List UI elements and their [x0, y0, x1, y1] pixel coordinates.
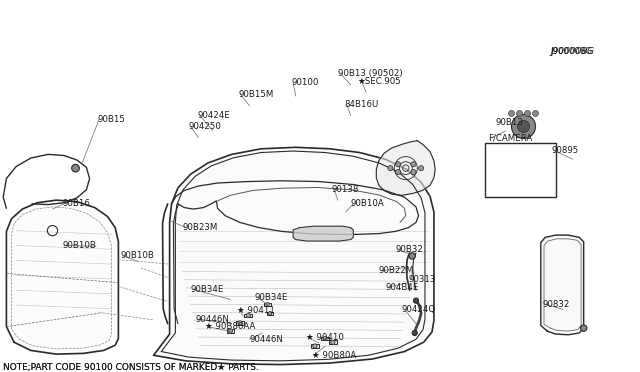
- Circle shape: [331, 340, 335, 344]
- Text: 90B16: 90B16: [62, 199, 90, 208]
- Circle shape: [411, 162, 416, 167]
- Circle shape: [509, 110, 515, 116]
- Circle shape: [396, 170, 401, 174]
- Circle shape: [72, 164, 79, 172]
- Text: 904B4E: 904B4E: [385, 283, 419, 292]
- Text: 90424Q: 90424Q: [402, 305, 436, 314]
- Circle shape: [246, 313, 250, 318]
- Circle shape: [516, 110, 522, 116]
- Text: J900008G: J900008G: [550, 47, 595, 56]
- Text: NOTE;PART CODE 90100 CONSISTS OF MARKED★ PARTS.: NOTE;PART CODE 90100 CONSISTS OF MARKED★…: [3, 363, 259, 372]
- Bar: [267, 312, 273, 315]
- Text: 90B22M: 90B22M: [379, 266, 414, 275]
- Circle shape: [313, 344, 317, 348]
- Circle shape: [580, 325, 587, 331]
- Text: 90B34E: 90B34E: [255, 293, 288, 302]
- Text: 90313: 90313: [408, 275, 436, 284]
- Bar: [485, 143, 556, 197]
- Text: 90138: 90138: [332, 185, 359, 194]
- Text: F/CAMERA: F/CAMERA: [488, 133, 532, 142]
- Circle shape: [323, 336, 327, 341]
- Bar: [264, 303, 271, 306]
- Polygon shape: [6, 200, 118, 354]
- Text: 90424E: 90424E: [197, 111, 230, 120]
- Text: 90B15M: 90B15M: [238, 90, 273, 99]
- Text: ★ 90B80AA: ★ 90B80AA: [205, 322, 255, 331]
- Text: 90B34E: 90B34E: [190, 285, 223, 294]
- Circle shape: [525, 110, 531, 116]
- Text: 84B16U: 84B16U: [344, 100, 379, 109]
- Text: 904250: 904250: [189, 122, 221, 131]
- Bar: [321, 337, 329, 340]
- Circle shape: [413, 298, 419, 303]
- Circle shape: [419, 166, 424, 171]
- Text: 90446N: 90446N: [195, 315, 229, 324]
- Text: NOTE;PART CODE 90100 CONSISTS OF MARKED★ PARTS.: NOTE;PART CODE 90100 CONSISTS OF MARKED★…: [3, 363, 259, 372]
- Text: 90446N: 90446N: [250, 335, 284, 344]
- Text: 90832: 90832: [543, 300, 570, 309]
- Bar: [329, 340, 337, 344]
- Text: 90B10B: 90B10B: [121, 251, 155, 260]
- Text: ​★ 90B80A: ​★ 90B80A: [312, 351, 356, 360]
- Circle shape: [409, 253, 415, 259]
- Polygon shape: [376, 141, 435, 195]
- Text: 90B23M: 90B23M: [182, 223, 218, 232]
- Circle shape: [412, 330, 417, 336]
- Polygon shape: [541, 235, 584, 335]
- Text: 90B10B: 90B10B: [62, 241, 96, 250]
- Text: 90B15: 90B15: [97, 115, 125, 124]
- Polygon shape: [293, 226, 353, 241]
- Bar: [244, 314, 252, 317]
- Circle shape: [228, 329, 232, 333]
- Circle shape: [411, 170, 416, 174]
- Text: 90B10A: 90B10A: [351, 199, 385, 208]
- Text: ★SEC.905: ★SEC.905: [357, 77, 401, 86]
- Text: ★ 90410: ★ 90410: [306, 333, 344, 342]
- Text: J900008G: J900008G: [550, 47, 593, 56]
- Circle shape: [511, 115, 536, 138]
- Circle shape: [238, 321, 242, 325]
- Circle shape: [396, 162, 401, 167]
- Text: 90B13 (90502): 90B13 (90502): [338, 69, 403, 78]
- Text: 90B13: 90B13: [496, 118, 524, 126]
- Polygon shape: [154, 147, 434, 365]
- Bar: [236, 321, 244, 325]
- Circle shape: [388, 166, 393, 171]
- Circle shape: [532, 110, 538, 116]
- Text: ★ 90411: ★ 90411: [237, 306, 275, 315]
- Text: 90895: 90895: [552, 146, 579, 155]
- Text: 90100: 90100: [291, 78, 319, 87]
- Text: 90B32: 90B32: [396, 246, 424, 254]
- Bar: [227, 329, 234, 333]
- Circle shape: [268, 311, 272, 315]
- Bar: [311, 344, 319, 348]
- Circle shape: [518, 121, 529, 132]
- Circle shape: [266, 302, 269, 306]
